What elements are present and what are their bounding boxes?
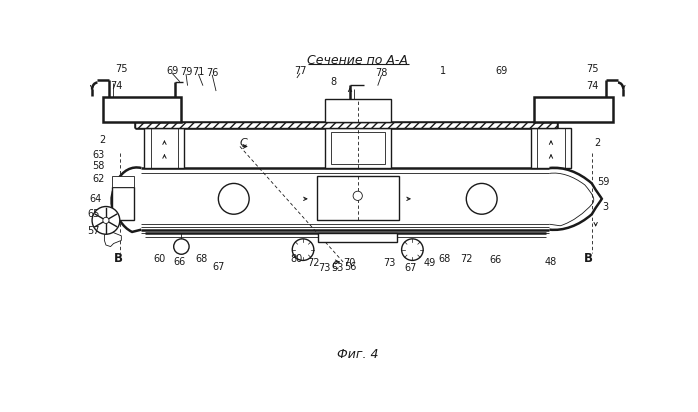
Text: 3: 3	[602, 201, 608, 211]
Text: 80: 80	[291, 254, 303, 264]
Circle shape	[466, 183, 497, 214]
Bar	[103, 97, 181, 122]
Bar	[112, 176, 133, 187]
Text: 53: 53	[331, 263, 343, 273]
Text: B: B	[114, 253, 123, 265]
Text: 77: 77	[294, 66, 306, 76]
Text: 75: 75	[586, 64, 599, 75]
Text: 69: 69	[166, 66, 178, 76]
Text: 73: 73	[318, 263, 331, 273]
Text: Сечение по А-А: Сечение по А-А	[307, 54, 408, 67]
Text: 72: 72	[308, 258, 320, 269]
Bar	[144, 128, 184, 168]
Text: 56: 56	[345, 262, 357, 272]
Circle shape	[218, 183, 249, 214]
Text: 70: 70	[343, 258, 355, 269]
Text: Фиг. 4: Фиг. 4	[337, 348, 378, 361]
Text: 67: 67	[212, 262, 225, 272]
Text: 49: 49	[423, 258, 436, 269]
Text: 67: 67	[405, 263, 417, 273]
Bar	[325, 99, 391, 122]
Bar	[534, 97, 613, 122]
PathPatch shape	[105, 231, 121, 246]
Bar	[112, 187, 133, 220]
Text: 62: 62	[92, 174, 105, 184]
Text: 75: 75	[115, 64, 128, 75]
Circle shape	[174, 239, 189, 254]
Bar	[531, 128, 571, 168]
Text: 60: 60	[154, 254, 166, 264]
Text: 2: 2	[594, 138, 600, 148]
Text: C: C	[239, 138, 247, 147]
Bar	[135, 122, 557, 128]
Bar	[318, 233, 397, 242]
Text: 71: 71	[192, 67, 205, 77]
Text: 64: 64	[89, 194, 101, 204]
Bar	[317, 176, 399, 220]
Text: 74: 74	[586, 81, 599, 91]
Bar	[331, 132, 385, 164]
Circle shape	[292, 239, 314, 260]
Text: 57: 57	[87, 226, 100, 236]
Text: 2: 2	[100, 135, 106, 145]
Text: 68: 68	[438, 254, 451, 264]
Text: 66: 66	[489, 255, 502, 265]
Circle shape	[401, 239, 423, 260]
Text: 69: 69	[496, 66, 508, 76]
Circle shape	[353, 191, 362, 200]
Text: 63: 63	[92, 150, 105, 160]
Text: 79: 79	[180, 67, 192, 77]
Text: 48: 48	[545, 257, 557, 267]
Text: 73: 73	[383, 258, 396, 269]
Text: 58: 58	[92, 162, 105, 171]
Text: 74: 74	[110, 81, 123, 91]
Text: B: B	[584, 253, 593, 265]
Text: 72: 72	[460, 254, 473, 264]
Text: 68: 68	[195, 254, 207, 264]
Circle shape	[92, 206, 120, 234]
Text: 76: 76	[206, 68, 218, 77]
Bar	[325, 128, 391, 168]
Text: 59: 59	[597, 177, 609, 187]
Text: 78: 78	[376, 68, 388, 77]
Circle shape	[103, 217, 109, 223]
Text: 8: 8	[331, 77, 337, 87]
Text: 1: 1	[440, 66, 446, 76]
Text: C: C	[332, 261, 339, 271]
Text: 65: 65	[87, 209, 100, 219]
Text: 66: 66	[174, 257, 186, 267]
